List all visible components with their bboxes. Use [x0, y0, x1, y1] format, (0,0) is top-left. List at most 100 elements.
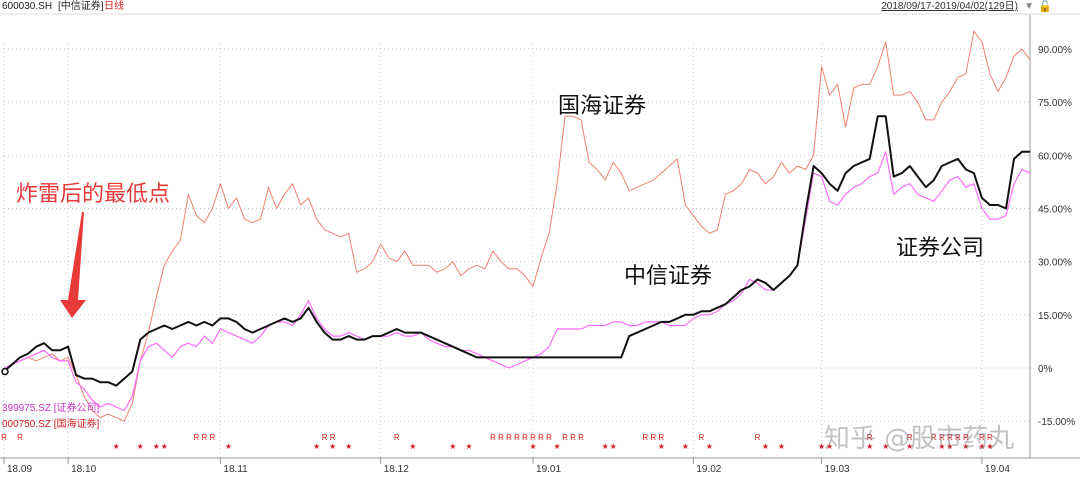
marker-star: ★	[225, 442, 232, 451]
marker-r: R	[17, 433, 23, 442]
marker-r: R	[210, 433, 216, 442]
y-tick-label: 75.00%	[1038, 98, 1072, 109]
y-tick-label: 0%	[1038, 364, 1053, 375]
legend-sector: 399975.SZ [证券公司]	[2, 403, 100, 414]
marker-r: R	[498, 433, 504, 442]
marker-star: ★	[313, 442, 320, 451]
marker-star: ★	[409, 442, 416, 451]
series-start-marker	[1, 367, 9, 376]
marker-star: ★	[345, 442, 352, 451]
marker-r: R	[490, 433, 496, 442]
marker-r: R	[538, 433, 544, 442]
marker-star: ★	[826, 442, 833, 451]
marker-star: ★	[153, 442, 160, 451]
marker-star: ★	[465, 442, 472, 451]
period-label[interactable]: 日线	[104, 1, 124, 12]
marker-r: R	[939, 433, 945, 442]
y-tick-label: 30.00%	[1038, 258, 1072, 269]
marker-star: ★	[161, 442, 168, 451]
marker-star: ★	[682, 442, 689, 451]
marker-star: ★	[882, 442, 889, 451]
annotation-guohai: 国海证券	[558, 94, 647, 119]
marker-r: R	[987, 433, 993, 442]
marker-star: ★	[706, 442, 713, 451]
y-tick-label: 45.00%	[1038, 205, 1072, 216]
annotation-sector: 证券公司	[896, 236, 985, 261]
marker-star: ★	[137, 442, 144, 451]
marker-r: R	[394, 433, 400, 442]
marker-star: ★	[866, 442, 873, 451]
marker-star: ★	[946, 442, 953, 451]
marker-r: R	[947, 433, 953, 442]
legend-guohai: 000750.SZ [国海证券]	[2, 419, 100, 430]
marker-r: R	[546, 433, 552, 442]
annotation-bottom: 炸雷后的最低点	[16, 182, 171, 207]
marker-r: R	[698, 433, 704, 442]
marker-star: ★	[658, 442, 665, 451]
y-tick-label: 90.00%	[1038, 45, 1072, 56]
marker-r: R	[514, 433, 520, 442]
marker-r: R	[570, 433, 576, 442]
marker-star: ★	[610, 442, 617, 451]
series-guohai-line	[3, 30, 1031, 422]
axes: 90.00% 75.00% 60.00% 45.00% 30.00% 15.00% 0% -1…	[0, 13, 1080, 475]
marker-star: ★	[113, 442, 120, 451]
marker-star: ★	[986, 442, 993, 451]
marker-r: R	[658, 433, 664, 442]
y-tick-label: 15.00%	[1038, 311, 1072, 322]
marker-r: R	[963, 433, 969, 442]
marker-star: ★	[778, 442, 785, 451]
marker-star: ★	[329, 442, 336, 451]
marker-r: R	[650, 433, 656, 442]
arrow-icon	[60, 212, 86, 318]
x-tick-label: 19.04	[985, 464, 1010, 475]
marker-star: ★	[553, 442, 560, 451]
marker-r: R	[330, 433, 336, 442]
stock-code: 600030.SH	[2, 1, 53, 12]
x-tick-label: 19.03	[825, 464, 850, 475]
marker-r: R	[955, 433, 961, 442]
x-tick-label: 19.02	[696, 464, 721, 475]
marker-r: R	[642, 433, 648, 442]
y-tick-label: -15.00%	[1038, 417, 1075, 428]
marker-r: R	[931, 433, 937, 442]
x-tick-label: 18.09	[7, 464, 32, 475]
event-markers: R R R R R R R R R R R R R R R R R R R R R R R R R R R R R R R R R★ ★ ★ ★ ★ ★ ★…	[1, 433, 993, 451]
y-tick-label: 60.00%	[1038, 151, 1072, 162]
marker-star: ★	[602, 442, 609, 451]
marker-r: R	[867, 433, 873, 442]
marker-star: ★	[818, 442, 825, 451]
series-sector-line	[3, 151, 1031, 412]
date-range[interactable]: 2018/09/17-2019/04/02(129日)	[881, 1, 1018, 12]
dropdown-icon[interactable]: ▼	[1024, 1, 1034, 12]
x-tick-label: 18.12	[384, 464, 409, 475]
marker-star: ★	[962, 442, 969, 451]
marker-r: R	[322, 433, 328, 442]
marker-r: R	[522, 433, 528, 442]
marker-star: ★	[529, 442, 536, 451]
marker-r: R	[578, 433, 584, 442]
marker-star: ★	[978, 442, 985, 451]
series-zhongxin-line	[3, 115, 1030, 387]
marker-star: ★	[938, 442, 945, 451]
marker-r: R	[755, 433, 761, 442]
grid	[3, 44, 1030, 458]
marker-r: R	[979, 433, 985, 442]
annotation-arrow	[60, 212, 86, 318]
x-tick-label: 18.11	[223, 464, 248, 475]
marker-star: ★	[906, 442, 913, 451]
marker-r: R	[1, 433, 7, 442]
marker-r: R	[193, 433, 199, 442]
series	[1, 30, 1031, 422]
stock-name: [中信证券]	[58, 1, 104, 12]
lock-icon[interactable]: 🔓	[1038, 1, 1052, 13]
watermark: 知乎 @股市药丸	[824, 424, 1015, 454]
x-tick-label: 18.10	[71, 464, 96, 475]
marker-r: R	[562, 433, 568, 442]
marker-r: R	[506, 433, 512, 442]
marker-star: ★	[762, 442, 769, 451]
x-tick-label: 19.01	[536, 464, 561, 475]
marker-r: R	[202, 433, 208, 442]
